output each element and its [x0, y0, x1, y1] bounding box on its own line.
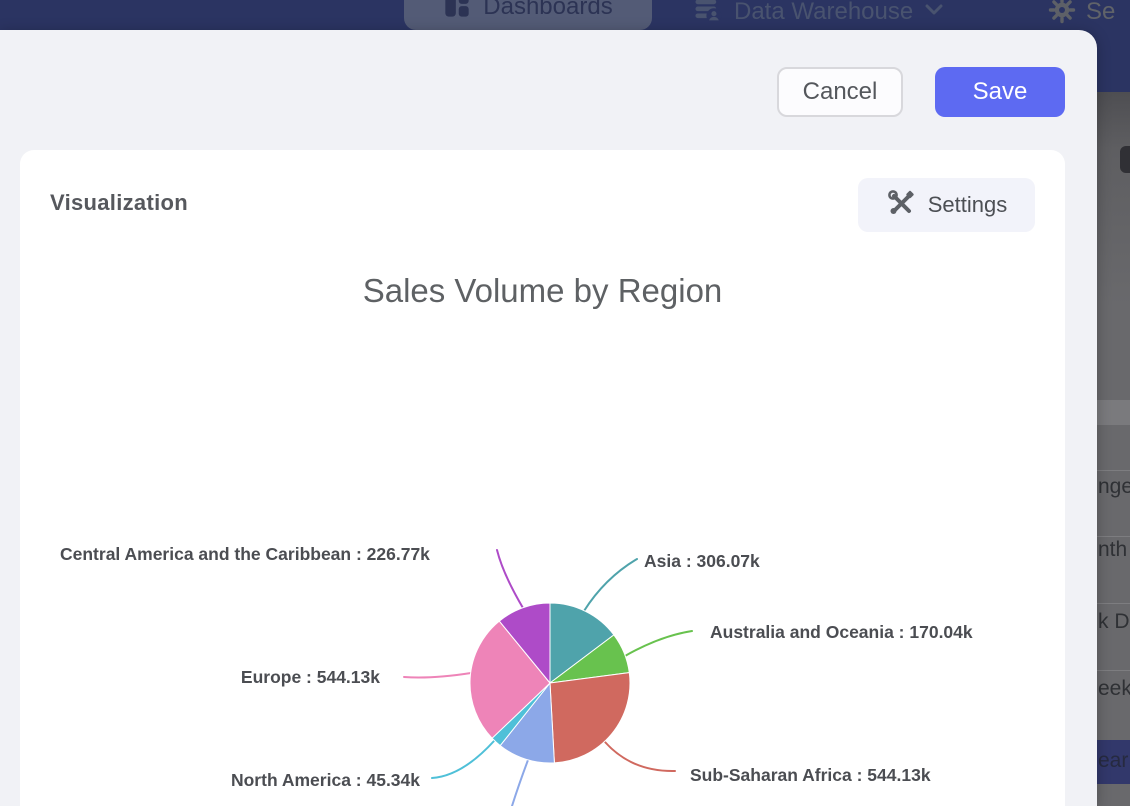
pie-label-sub-saharan: Sub-Saharan Africa : 544.13k	[690, 765, 931, 785]
divider	[1097, 670, 1130, 671]
leader-line-central-america	[496, 549, 524, 609]
settings-button[interactable]: Settings	[858, 178, 1035, 232]
pie-slice[interactable]	[549, 602, 615, 685]
nav-item-label: Dashboards	[483, 0, 613, 20]
save-button[interactable]: Save	[935, 67, 1065, 117]
pie-label-central-america: Central America and the Caribbean : 226.…	[60, 544, 430, 564]
background-menu-selected-row	[1097, 740, 1130, 784]
background-menu-fragment: nge	[1098, 475, 1130, 498]
nav-item-dashboards[interactable]: Dashboards	[404, 0, 652, 30]
chevron-down-icon	[925, 3, 943, 21]
leader-line-australia	[624, 630, 693, 657]
panel-title: Visualization	[50, 190, 188, 215]
nav-item-settings-truncated[interactable]: Se	[1048, 0, 1115, 30]
background-menu-fragment: k D	[1098, 610, 1130, 633]
database-user-icon	[692, 0, 722, 30]
leader-line-asia	[583, 558, 638, 612]
dashboard-icon	[443, 0, 471, 24]
pie-label-australia: Australia and Oceania : 170.04k	[710, 622, 973, 642]
settings-button-label: Settings	[927, 192, 1008, 217]
visualization-card: Visualization Settings Sales Volume by R…	[20, 150, 1065, 806]
pie-slice[interactable]	[549, 672, 631, 764]
divider	[1097, 603, 1130, 604]
cancel-button[interactable]: Cancel	[777, 67, 903, 117]
leader-line-sub-saharan	[604, 741, 676, 773]
modal-backdrop[interactable]: nge nth k D eek ear	[1097, 92, 1130, 806]
chart-title: Sales Volume by Region	[362, 272, 723, 309]
leader-lines	[403, 549, 693, 806]
background-menu-fragment: eek	[1098, 677, 1130, 700]
pie-slice[interactable]	[469, 620, 551, 739]
leader-line-hidden-slice	[511, 759, 529, 806]
nav-item-label: Data Warehouse	[734, 0, 914, 25]
background-menu-fragment: nth	[1098, 538, 1128, 561]
pie-label-north-america: North America : 45.34k	[230, 770, 420, 790]
divider	[1097, 470, 1130, 471]
leader-line-north-america	[431, 740, 495, 779]
tools-icon	[886, 188, 916, 223]
pie-slice[interactable]	[498, 602, 551, 685]
pie-slices	[469, 602, 631, 764]
pie-label-asia: Asia : 306.07k	[644, 551, 760, 571]
leader-line-europe	[403, 672, 472, 679]
background-dark-button-fragment	[1120, 146, 1130, 173]
background-row-highlight	[1097, 400, 1130, 425]
pie-chart	[403, 549, 693, 806]
nav-item-data-warehouse[interactable]: Data Warehouse	[692, 0, 943, 30]
divider	[1097, 536, 1130, 537]
nav-item-label: Se	[1086, 0, 1116, 25]
pie-label-europe: Europe : 544.13k	[240, 667, 380, 687]
background-menu-fragment: ear	[1098, 749, 1129, 772]
gear-icon	[1048, 0, 1076, 29]
visualization-modal: Cancel Save Visualization Settings Sales…	[0, 30, 1097, 806]
